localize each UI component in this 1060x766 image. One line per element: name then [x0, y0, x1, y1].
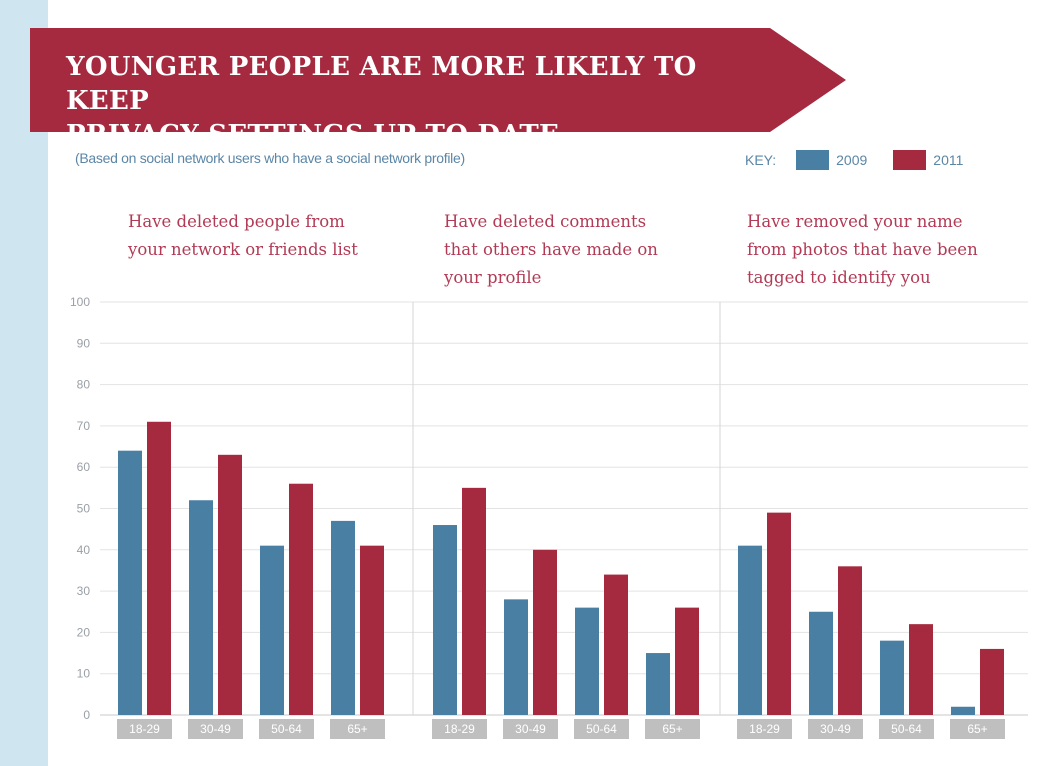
- panel-title-line: from photos that have been: [747, 240, 978, 259]
- panel-title-line: Have deleted people from: [128, 212, 345, 231]
- category-label-box: [808, 719, 863, 739]
- chart-title-line-2: PRIVACY SETTINGS UP TO DATE: [66, 120, 560, 150]
- bar-2011-30-49: [838, 566, 862, 715]
- bar-2011-50-64: [604, 574, 628, 715]
- category-label-box: [645, 719, 700, 739]
- panel-title-line: Have removed your name: [747, 212, 963, 231]
- category-label: 50-64: [891, 722, 922, 736]
- category-label: 18-29: [444, 722, 475, 736]
- legend: KEY: 2009 2011: [745, 148, 989, 172]
- panel-title-deleted-people: Have deleted people from your network or…: [128, 208, 398, 264]
- y-tick-label: 80: [77, 378, 91, 392]
- y-tick-label: 40: [77, 543, 91, 557]
- bar-2009-65+: [646, 653, 670, 715]
- bar-2009-30-49: [189, 500, 213, 715]
- y-tick-label: 10: [77, 667, 91, 681]
- bar-2011-18-29: [462, 487, 486, 715]
- bar-2011-30-49: [218, 454, 242, 715]
- title-banner: YOUNGER PEOPLE ARE MORE LIKELY TO KEEP P…: [30, 28, 846, 150]
- y-tick-label: 70: [77, 419, 91, 433]
- legend-swatch-2009: [796, 150, 830, 170]
- y-tick-label: 0: [83, 708, 90, 722]
- bar-2011-50-64: [289, 483, 313, 715]
- y-tick-label: 20: [77, 625, 91, 639]
- bar-2011-65+: [980, 648, 1004, 715]
- category-label: 30-49: [820, 722, 851, 736]
- bar-2009-18-29: [118, 450, 142, 715]
- category-label-box: [503, 719, 558, 739]
- panel-title-line: your network or friends list: [128, 240, 358, 259]
- category-label-box: [879, 719, 934, 739]
- category-label: 65+: [662, 722, 682, 736]
- chart-title: YOUNGER PEOPLE ARE MORE LIKELY TO KEEP P…: [66, 50, 766, 152]
- legend-label-2011: 2011: [933, 152, 964, 168]
- legend-label-2009: 2009: [836, 152, 868, 168]
- category-label: 65+: [347, 722, 367, 736]
- panel-title-line: that others have made on: [444, 240, 658, 259]
- category-label: 18-29: [129, 722, 160, 736]
- category-label-box: [330, 719, 385, 739]
- panel-title-line: your profile: [444, 268, 542, 287]
- bar-2011-65+: [675, 607, 699, 715]
- category-label-box: [432, 719, 487, 739]
- y-tick-label: 90: [77, 336, 91, 350]
- y-tick-label: 100: [70, 295, 90, 309]
- bar-2009-65+: [331, 520, 355, 715]
- category-label-box: [574, 719, 629, 739]
- chart-subtitle: (Based on social network users who have …: [75, 150, 465, 166]
- panel-title-removed-name: Have removed your name from photos that …: [747, 208, 1017, 292]
- bar-2009-30-49: [504, 599, 528, 715]
- category-label: 65+: [967, 722, 987, 736]
- bar-2009-18-29: [738, 545, 762, 715]
- bar-2011-18-29: [147, 421, 171, 715]
- bar-2009-50-64: [260, 545, 284, 715]
- category-label-box: [737, 719, 792, 739]
- bar-2009-18-29: [433, 525, 457, 715]
- category-label: 30-49: [515, 722, 546, 736]
- bar-2009-50-64: [880, 640, 904, 715]
- category-label: 18-29: [749, 722, 780, 736]
- y-tick-label: 50: [77, 502, 91, 516]
- panel-title-line: tagged to identify you: [747, 268, 931, 287]
- category-label: 50-64: [586, 722, 617, 736]
- bar-2011-30-49: [533, 549, 557, 715]
- category-label: 30-49: [200, 722, 231, 736]
- bar-2011-18-29: [767, 512, 791, 715]
- bar-2009-50-64: [575, 607, 599, 715]
- bar-2011-50-64: [909, 624, 933, 715]
- panel-title-deleted-comments: Have deleted comments that others have m…: [444, 208, 714, 292]
- panel-title-line: Have deleted comments: [444, 212, 647, 231]
- bar-2009-30-49: [809, 611, 833, 715]
- y-tick-label: 60: [77, 460, 91, 474]
- category-label: 50-64: [271, 722, 302, 736]
- chart-title-line-1: YOUNGER PEOPLE ARE MORE LIKELY TO KEEP: [66, 52, 697, 116]
- bar-2011-65+: [360, 545, 384, 715]
- bar-2009-65+: [951, 706, 975, 715]
- category-label-box: [117, 719, 172, 739]
- category-label-box: [950, 719, 1005, 739]
- category-label-box: [259, 719, 314, 739]
- y-tick-label: 30: [77, 584, 91, 598]
- category-label-box: [188, 719, 243, 739]
- banner-arrow-shape: [30, 28, 846, 132]
- legend-swatch-2011: [893, 150, 927, 170]
- legend-key-label: KEY:: [745, 152, 777, 168]
